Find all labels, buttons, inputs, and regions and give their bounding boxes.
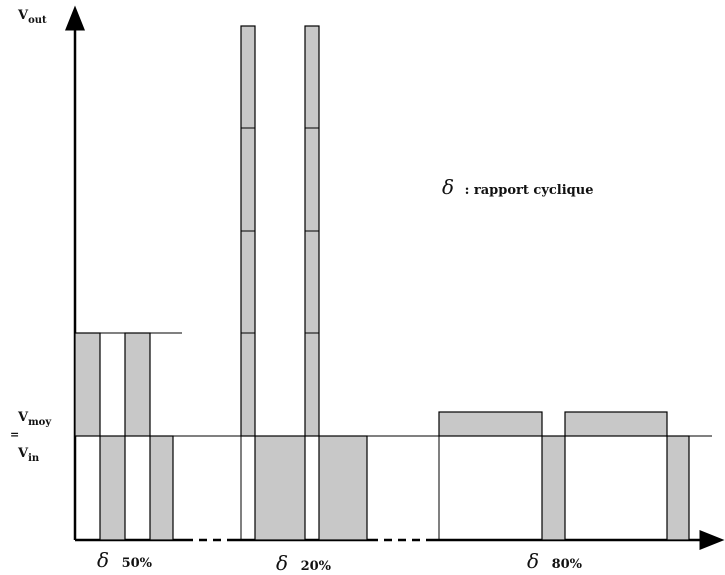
- vmoy-label: Vmoy: [18, 410, 52, 428]
- pulse-50-high-2: [124, 332, 151, 437]
- duty-20-waveform: [240, 25, 368, 541]
- pulse-80-high-2: [564, 411, 668, 437]
- legend: δ : rapport cyclique: [442, 175, 593, 199]
- duty-50-waveform: [74, 332, 174, 541]
- duty-80-label: δ 80%: [527, 549, 583, 573]
- pulse-80-low-1: [541, 435, 566, 541]
- pulse-50-low-1: [99, 435, 126, 541]
- pulse-20-low-2: [318, 435, 368, 541]
- pulse-80-high-1: [438, 411, 543, 437]
- duty-80-outlines: [438, 436, 566, 540]
- duty-50-label: δ 50%: [97, 548, 153, 572]
- vout-label: Vout: [18, 8, 47, 26]
- duty-20-label: δ 20%: [276, 551, 332, 575]
- pulse-50-high-1: [74, 332, 101, 437]
- pulse-20-low-1: [254, 435, 306, 541]
- pulse-80-low-2: [666, 435, 690, 541]
- vin-label: Vin: [18, 446, 40, 464]
- delta-symbol: δ: [442, 175, 455, 199]
- equals-sign: =: [10, 428, 20, 441]
- pulse-50-low-2: [149, 435, 174, 541]
- duty-20-stack-lines: [240, 127, 319, 540]
- duty-80-waveform: [438, 411, 690, 541]
- legend-text: : rapport cyclique: [464, 183, 594, 198]
